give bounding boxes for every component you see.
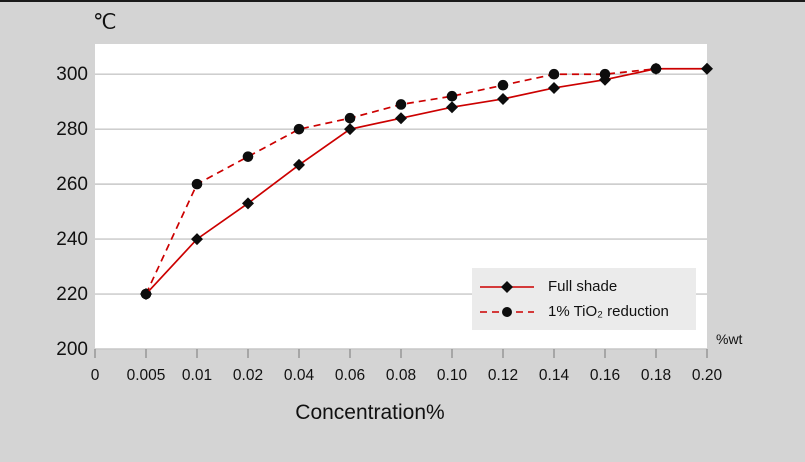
- marker-diamond: [242, 197, 254, 210]
- marker-circle: [191, 178, 203, 190]
- marker-circle: [446, 90, 458, 102]
- marker-diamond: [599, 73, 611, 86]
- marker-circle: [395, 99, 407, 110]
- y-tick-label: 200: [56, 339, 88, 360]
- x-tick-label: 0.14: [539, 367, 570, 384]
- y-axis-unit-label: ℃: [93, 11, 117, 34]
- y-tick-label: 280: [56, 119, 88, 140]
- x-axis-unit-label: %wt: [716, 331, 743, 347]
- x-tick-label: 0.02: [233, 367, 263, 384]
- marker-circle: [293, 123, 305, 135]
- marker-circle: [548, 68, 560, 80]
- x-tick-label: 0.18: [641, 367, 671, 384]
- marker-circle: [497, 79, 509, 91]
- marker-diamond: [650, 62, 662, 75]
- legend-swatch-solid-diamond-icon: [480, 280, 534, 293]
- marker-diamond: [701, 62, 713, 75]
- marker-diamond: [293, 158, 305, 171]
- series-line-full-shade: [145, 67, 707, 295]
- y-tick-label: 220: [56, 284, 88, 305]
- legend-item-full-shade: Full shade: [472, 278, 696, 295]
- marker-diamond: [191, 233, 203, 246]
- x-tick-label: 0.10: [437, 367, 468, 384]
- x-tick-label: 0.01: [182, 367, 212, 384]
- marker-circle: [344, 112, 356, 124]
- y-tick-label: 300: [56, 64, 88, 85]
- marker-diamond: [140, 288, 152, 301]
- marker-diamond: [395, 112, 407, 125]
- y-tick-label: 260: [56, 174, 88, 195]
- marker-diamond: [344, 123, 356, 136]
- x-axis-title: Concentration%: [295, 401, 445, 424]
- x-tick-label: 0.08: [386, 367, 416, 384]
- marker-circle: [242, 151, 254, 162]
- x-tick-label: 0.04: [284, 367, 315, 384]
- x-tick-label: 0: [91, 367, 100, 384]
- marker-diamond: [446, 101, 458, 114]
- legend-item-tio2-reduction: 1% TiO₂ reduction: [472, 303, 696, 320]
- legend-label: 1% TiO₂ reduction: [548, 303, 669, 320]
- x-tick-label: 0.005: [127, 367, 166, 384]
- x-tick-label: 0.06: [335, 367, 365, 384]
- legend-label: Full shade: [548, 278, 618, 295]
- x-tick-label: 0.16: [590, 367, 620, 384]
- x-tick-label: 0.12: [488, 367, 518, 384]
- marker-diamond: [497, 92, 509, 105]
- chart-legend: Full shade 1% TiO₂ reduction: [472, 268, 696, 330]
- legend-swatch-dashed-circle-icon: [480, 306, 534, 317]
- y-tick-label: 240: [56, 229, 88, 250]
- x-tick-label: 0.20: [692, 367, 723, 384]
- marker-diamond: [548, 81, 560, 94]
